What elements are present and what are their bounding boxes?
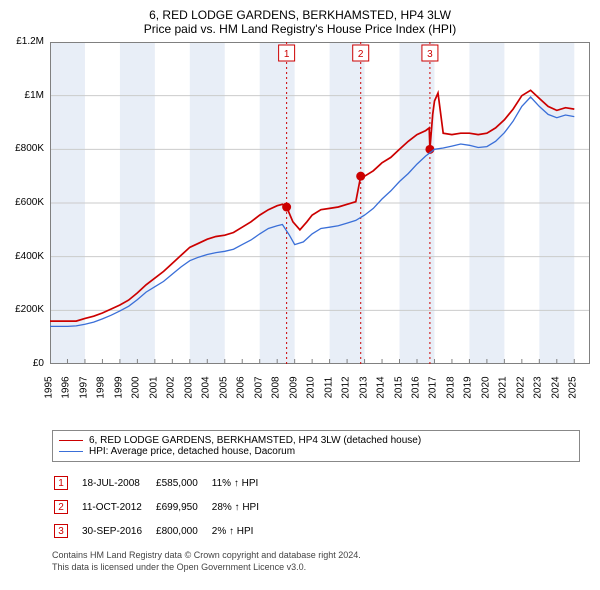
x-tick-label: 2006 <box>236 376 247 398</box>
event-marker: 3 <box>54 524 68 538</box>
footer: Contains HM Land Registry data © Crown c… <box>52 550 580 573</box>
x-tick-label: 2014 <box>376 376 387 398</box>
x-tick-label: 2002 <box>166 376 177 398</box>
event-date: 30-SEP-2016 <box>82 520 154 542</box>
x-tick-label: 2009 <box>288 376 299 398</box>
event-row: 1 18-JUL-2008£585,00011% ↑ HPI <box>54 472 271 494</box>
x-tick-label: 2013 <box>358 376 369 398</box>
x-tick-label: 1997 <box>79 376 90 398</box>
x-tick-label: 1999 <box>114 376 125 398</box>
event-pct: 28% ↑ HPI <box>212 496 271 518</box>
legend-label-hpi: HPI: Average price, detached house, Daco… <box>89 446 295 457</box>
x-tick-label: 2008 <box>271 376 282 398</box>
x-tick-label: 2019 <box>463 376 474 398</box>
event-pct: 2% ↑ HPI <box>212 520 271 542</box>
event-marker: 1 <box>54 476 68 490</box>
y-tick-label: £200K <box>0 304 44 315</box>
event-price: £800,000 <box>156 520 210 542</box>
x-tick-label: 2012 <box>341 376 352 398</box>
legend-row-price: 6, RED LODGE GARDENS, BERKHAMSTED, HP4 3… <box>59 435 573 446</box>
x-tick-label: 2005 <box>218 376 229 398</box>
x-tick-label: 2015 <box>393 376 404 398</box>
x-tick-label: 2020 <box>481 376 492 398</box>
legend-swatch-hpi <box>59 451 83 452</box>
y-tick-label: £400K <box>0 251 44 262</box>
x-axis-labels: 1995199619971998199920002001200220032004… <box>50 364 590 424</box>
x-tick-label: 1996 <box>61 376 72 398</box>
footer-line1: Contains HM Land Registry data © Crown c… <box>52 550 580 562</box>
legend-swatch-price <box>59 440 83 442</box>
footer-line2: This data is licensed under the Open Gov… <box>52 562 580 574</box>
legend-row-hpi: HPI: Average price, detached house, Daco… <box>59 446 573 457</box>
svg-text:2: 2 <box>358 49 364 60</box>
chart-area: 123 £0£200K£400K£600K£800K£1M£1.2M <box>50 42 590 364</box>
x-tick-label: 2000 <box>131 376 142 398</box>
x-tick-label: 1995 <box>44 376 55 398</box>
x-tick-label: 2011 <box>323 377 334 399</box>
x-tick-label: 1998 <box>96 376 107 398</box>
x-tick-label: 2007 <box>253 376 264 398</box>
event-row: 3 30-SEP-2016£800,0002% ↑ HPI <box>54 520 271 542</box>
y-tick-label: £0 <box>0 358 44 369</box>
x-tick-label: 2010 <box>306 376 317 398</box>
event-table: 1 18-JUL-2008£585,00011% ↑ HPI 2 11-OCT-201… <box>52 470 273 544</box>
chart-svg: 1 2 3 <box>50 42 590 364</box>
y-tick-label: £800K <box>0 143 44 154</box>
x-tick-label: 2004 <box>201 376 212 398</box>
x-tick-label: 2001 <box>148 376 159 398</box>
event-price: £585,000 <box>156 472 210 494</box>
event-price: £699,950 <box>156 496 210 518</box>
svg-text:1: 1 <box>284 49 290 60</box>
svg-text:3: 3 <box>427 49 433 60</box>
x-tick-label: 2022 <box>515 376 526 398</box>
x-tick-label: 2017 <box>428 376 439 398</box>
x-tick-label: 2016 <box>411 376 422 398</box>
chart-title: 6, RED LODGE GARDENS, BERKHAMSTED, HP4 3… <box>10 8 590 22</box>
x-tick-label: 2003 <box>183 376 194 398</box>
legend-label-price: 6, RED LODGE GARDENS, BERKHAMSTED, HP4 3… <box>89 435 421 446</box>
event-marker: 2 <box>54 500 68 514</box>
x-tick-label: 2025 <box>568 376 579 398</box>
x-tick-label: 2018 <box>446 376 457 398</box>
x-tick-label: 2021 <box>498 376 509 398</box>
y-tick-label: £1.2M <box>0 36 44 47</box>
y-tick-label: £1M <box>0 90 44 101</box>
x-tick-label: 2023 <box>533 376 544 398</box>
x-tick-label: 2024 <box>550 376 561 398</box>
event-date: 11-OCT-2012 <box>82 496 154 518</box>
y-tick-label: £600K <box>0 197 44 208</box>
event-row: 2 11-OCT-2012£699,95028% ↑ HPI <box>54 496 271 518</box>
event-pct: 11% ↑ HPI <box>212 472 271 494</box>
event-date: 18-JUL-2008 <box>82 472 154 494</box>
chart-subtitle: Price paid vs. HM Land Registry's House … <box>10 22 590 36</box>
legend: 6, RED LODGE GARDENS, BERKHAMSTED, HP4 3… <box>52 430 580 462</box>
